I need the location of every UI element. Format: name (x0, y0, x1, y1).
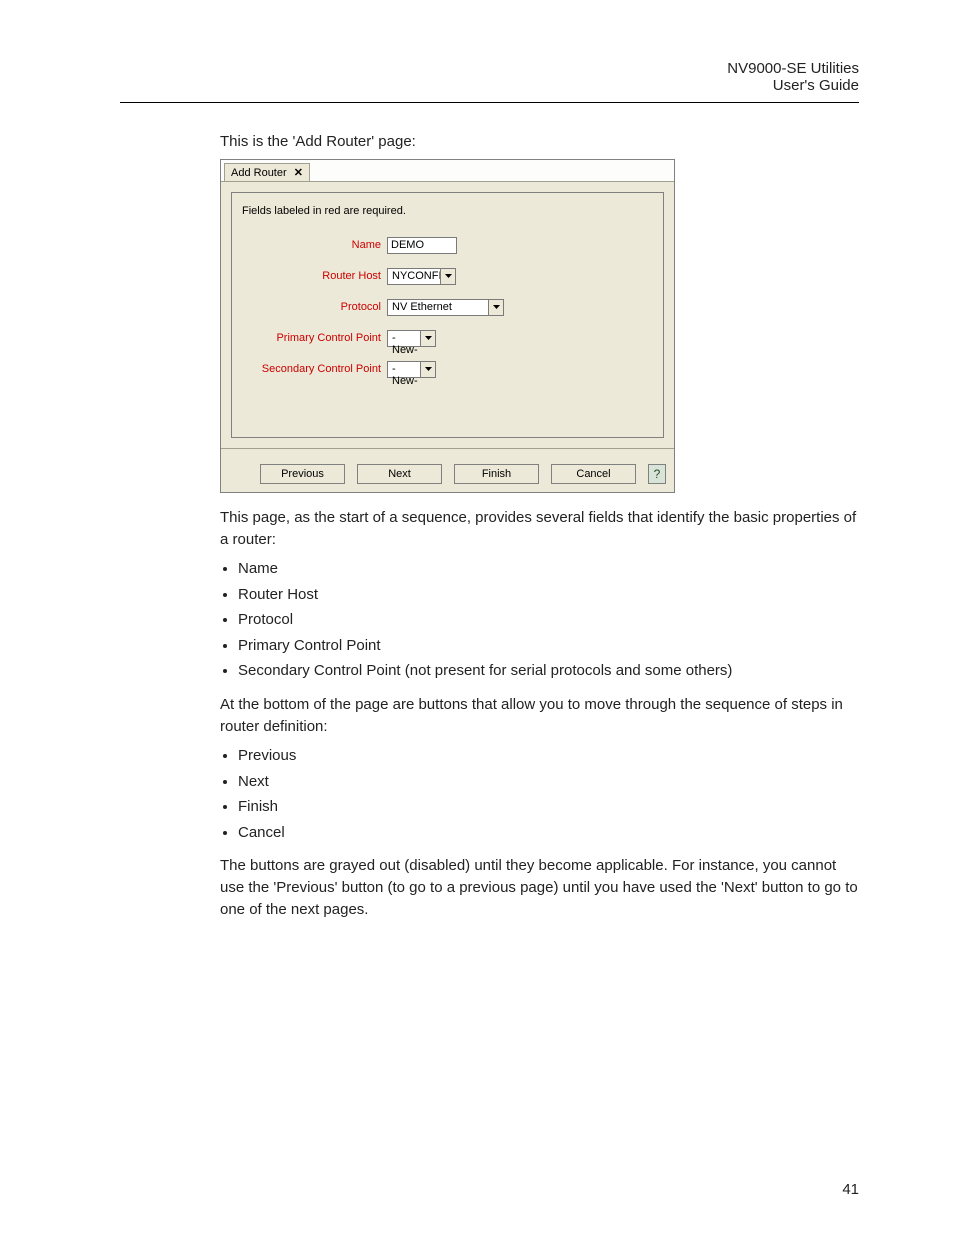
button-bar: Previous Next Finish Cancel ? (221, 458, 674, 492)
help-button[interactable]: ? (648, 464, 666, 484)
list-item: Next (238, 769, 859, 795)
tab-label: Add Router (231, 167, 287, 179)
label-primary-control-point: Primary Control Point (242, 332, 387, 344)
list-item: Cancel (238, 820, 859, 846)
cancel-button[interactable]: Cancel (551, 464, 636, 484)
label-router-host: Router Host (242, 270, 387, 282)
next-button[interactable]: Next (357, 464, 442, 484)
add-router-screenshot: Add Router ✕ Fields labeled in red are r… (220, 159, 675, 493)
intro-text: This is the 'Add Router' page: (220, 131, 859, 153)
close-icon[interactable]: ✕ (294, 167, 303, 179)
router-host-dropdown[interactable]: NYCONFIG (387, 268, 456, 285)
required-note: Fields labeled in red are required. (242, 205, 653, 217)
pcp-value: -New- (388, 331, 420, 346)
chevron-down-icon[interactable] (420, 331, 435, 346)
paragraph-mid: At the bottom of the page are buttons th… (220, 694, 859, 738)
separator (221, 448, 674, 458)
header-title: NV9000-SE Utilities (120, 60, 859, 77)
previous-button[interactable]: Previous (260, 464, 345, 484)
list-item: Protocol (238, 607, 859, 633)
list-item: Previous (238, 743, 859, 769)
list-item: Primary Control Point (238, 633, 859, 659)
router-host-value: NYCONFIG (388, 269, 440, 284)
secondary-control-point-dropdown[interactable]: -New- (387, 361, 436, 378)
page-number: 41 (95, 1181, 859, 1198)
header-subtitle: User's Guide (120, 77, 859, 94)
protocol-value: NV Ethernet (388, 300, 488, 315)
chevron-down-icon[interactable] (488, 300, 503, 315)
list-item: Name (238, 556, 859, 582)
chevron-down-icon[interactable] (440, 269, 455, 284)
name-input[interactable] (387, 237, 457, 254)
tab-add-router[interactable]: Add Router ✕ (224, 163, 310, 181)
page-header: NV9000-SE Utilities User's Guide (120, 60, 859, 103)
paragraph-after-shot: This page, as the start of a sequence, p… (220, 507, 859, 551)
label-name: Name (242, 239, 387, 251)
tab-bar: Add Router ✕ (221, 160, 674, 182)
finish-button[interactable]: Finish (454, 464, 539, 484)
chevron-down-icon[interactable] (420, 362, 435, 377)
label-protocol: Protocol (242, 301, 387, 313)
paragraph-end: The buttons are grayed out (disabled) un… (220, 855, 859, 920)
list-item: Router Host (238, 582, 859, 608)
protocol-dropdown[interactable]: NV Ethernet (387, 299, 504, 316)
button-list: Previous Next Finish Cancel (220, 743, 859, 845)
list-item: Finish (238, 794, 859, 820)
scp-value: -New- (388, 362, 420, 377)
help-icon: ? (654, 467, 661, 481)
primary-control-point-dropdown[interactable]: -New- (387, 330, 436, 347)
list-item: Secondary Control Point (not present for… (238, 658, 859, 684)
field-list: Name Router Host Protocol Primary Contro… (220, 556, 859, 684)
form-panel: Fields labeled in red are required. Name… (231, 192, 664, 438)
label-secondary-control-point: Secondary Control Point (242, 363, 387, 375)
